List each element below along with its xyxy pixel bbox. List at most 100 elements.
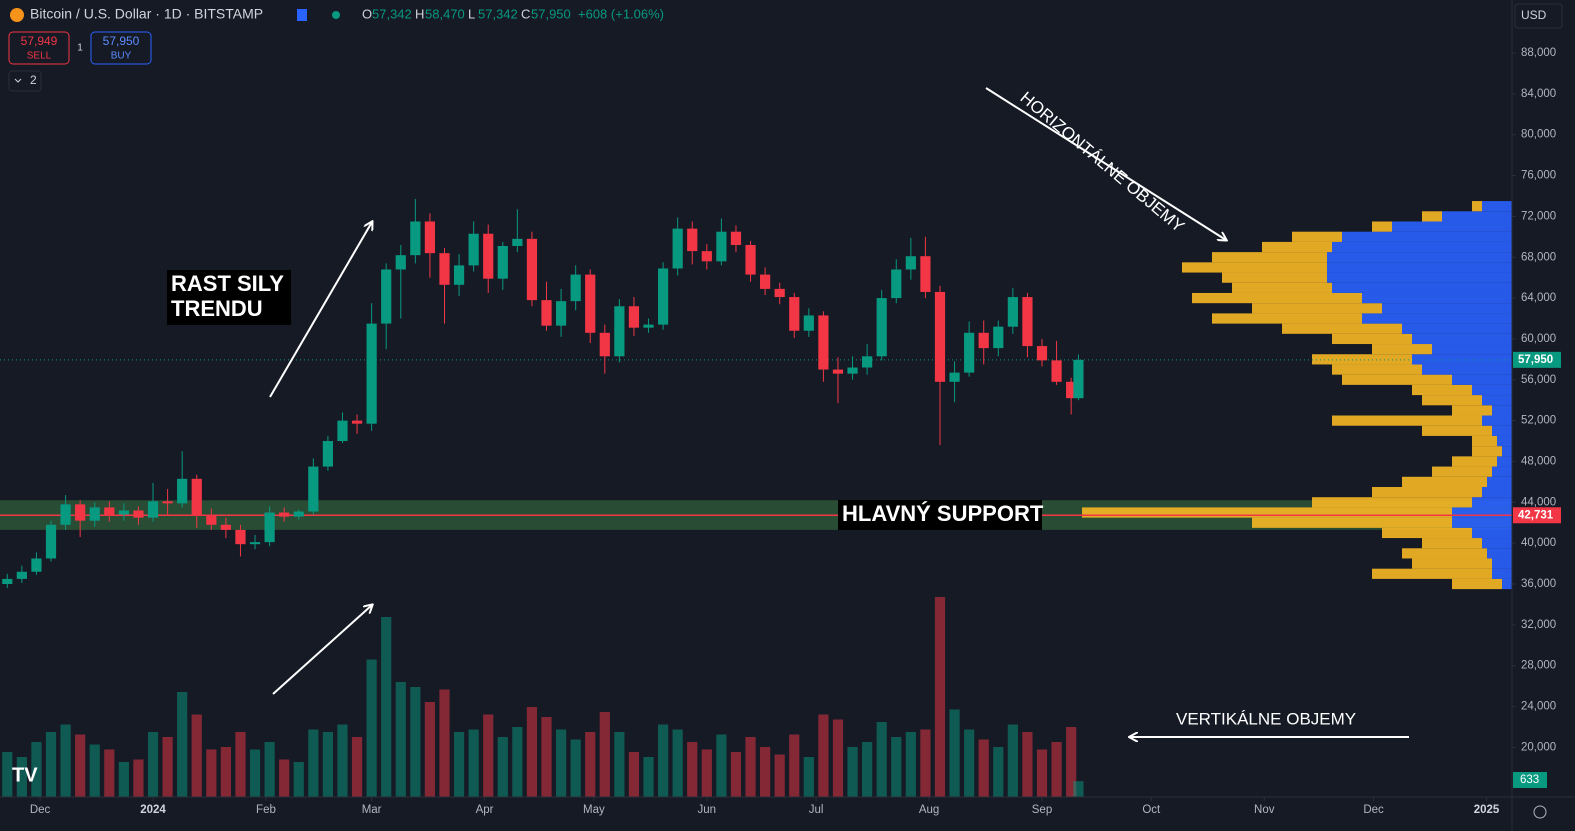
x-tick-label: Dec <box>1363 804 1384 816</box>
candle-body <box>745 244 756 275</box>
candle-body <box>1007 297 1018 327</box>
x-tick-label: Jun <box>698 804 717 816</box>
y-tick-label: 88,000 <box>1521 47 1556 59</box>
candle-body <box>104 507 115 515</box>
plot-area <box>0 199 1512 797</box>
y-tick-label: 36,000 <box>1521 578 1556 590</box>
candle-body <box>891 269 902 299</box>
volume-bar <box>133 759 144 797</box>
volume-profile-bar <box>1482 415 1512 426</box>
volume-bar <box>322 732 334 797</box>
candle-body <box>337 420 348 442</box>
x-tick-label: Nov <box>1254 804 1275 816</box>
candle-body <box>993 326 1004 349</box>
indicators-toggle[interactable] <box>8 70 42 92</box>
volume-bar <box>60 724 71 797</box>
volume-bar <box>657 724 669 797</box>
volume-profile-bar <box>1212 252 1327 263</box>
volume-bar <box>235 732 246 797</box>
candle-body <box>832 369 844 374</box>
candle-body <box>1022 297 1033 347</box>
volume-profile-bar <box>1492 558 1512 569</box>
buy-price: 57,950 <box>103 34 140 48</box>
candle-body <box>249 542 261 545</box>
ohlc-value: 58,470 <box>425 6 465 21</box>
volume-profile-bar <box>1472 384 1512 396</box>
status-dot <box>332 11 340 19</box>
volume-profile-bar <box>1502 578 1512 590</box>
annotation: VERTIKÁLNE OBJEMY <box>1176 709 1356 728</box>
y-tick-label: 68,000 <box>1521 251 1556 263</box>
volume-bar <box>1066 727 1077 797</box>
volume-profile-bar <box>1232 282 1332 293</box>
volume-bar <box>847 747 858 797</box>
volume-profile-bar <box>1262 241 1332 253</box>
volume-bar <box>570 739 581 797</box>
candle-body <box>1066 381 1077 399</box>
volume-bar <box>89 744 100 797</box>
volume-profile-bar <box>1402 476 1487 487</box>
logo: TV <box>12 764 38 786</box>
volume-profile-bar <box>1492 466 1512 477</box>
volume-bar <box>599 712 610 797</box>
candle-body <box>687 228 698 252</box>
volume-profile-bar <box>1452 456 1497 467</box>
y-tick-label: 44,000 <box>1521 496 1556 508</box>
volume-bar <box>177 692 188 797</box>
candle-body <box>322 441 334 467</box>
volume-profile-bar <box>1312 497 1472 508</box>
symbol-title[interactable]: Bitcoin / U.S. Dollar · 1D · BITSTAMP <box>30 6 263 22</box>
volume-profile-bar <box>1422 538 1482 549</box>
arrow <box>269 222 372 398</box>
ohlc: O 57,342 H 58,470 L 57,342 C 57,950 <box>362 6 571 21</box>
candle-body <box>483 233 494 279</box>
candle-body <box>774 288 785 298</box>
ohlc-key: H <box>415 6 424 21</box>
volume-profile-bar <box>1282 323 1402 334</box>
candle-body <box>497 245 508 279</box>
volume-profile-bar <box>1332 241 1512 253</box>
volume-bar <box>424 702 436 797</box>
sell-button[interactable] <box>8 31 70 65</box>
x-tick-label: May <box>583 804 605 816</box>
volume-bar <box>337 724 348 797</box>
annotation: TRENDU <box>171 296 263 321</box>
candle-body <box>60 504 71 525</box>
volume-profile-bar <box>1412 333 1512 345</box>
buy-button[interactable] <box>90 31 152 65</box>
sell-label: SELL <box>27 51 52 62</box>
volume-bar <box>701 749 712 797</box>
volume-profile-bar <box>1327 262 1512 273</box>
volume-profile-bar <box>1482 538 1512 549</box>
x-tick-label: Jul <box>809 804 824 816</box>
y-tick-label: 24,000 <box>1521 701 1556 713</box>
volume-bar <box>249 749 261 797</box>
volume-profile-bar <box>1482 486 1512 498</box>
currency-select[interactable] <box>1514 3 1563 29</box>
y-tick-label: 28,000 <box>1521 660 1556 672</box>
candle-body <box>657 268 669 325</box>
volume-bar <box>745 737 756 797</box>
volume-bar <box>905 732 916 797</box>
y-tick-label: 84,000 <box>1521 88 1556 100</box>
candle-body <box>351 420 363 424</box>
candle-body <box>716 231 727 262</box>
candle-body <box>177 478 188 504</box>
ohlc-key: O <box>362 6 372 21</box>
x-tick-label: Dec <box>30 804 51 816</box>
ohlc-key: C <box>521 6 530 21</box>
candle-body <box>643 324 654 328</box>
candle-body <box>293 511 304 517</box>
volume-profile-bar <box>1332 282 1512 293</box>
x-tick-label: Sep <box>1032 804 1052 816</box>
arrow <box>985 87 1226 240</box>
price-tag-label: 42,731 <box>1518 509 1554 521</box>
y-tick-label: 64,000 <box>1521 292 1556 304</box>
flag-icon[interactable] <box>297 9 307 21</box>
settings-icon[interactable] <box>1533 805 1547 819</box>
candle-body <box>45 524 57 559</box>
volume-bar <box>555 729 567 797</box>
volume-profile-bar <box>1402 323 1512 334</box>
volume-profile-bar <box>1082 507 1452 518</box>
